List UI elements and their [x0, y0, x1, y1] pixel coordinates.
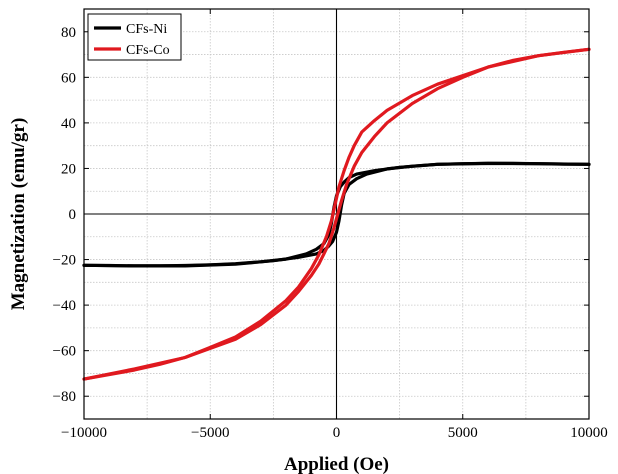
- x-tick-label: 5000: [448, 425, 478, 441]
- x-tick-label: −10000: [61, 425, 107, 441]
- x-tick-label: −5000: [191, 425, 229, 441]
- y-tick-label: −20: [53, 253, 76, 269]
- y-tick-label: −80: [53, 389, 76, 405]
- y-tick-label: 60: [61, 70, 76, 86]
- x-tick-label: 0: [333, 425, 341, 441]
- series-line-cfs-co-descending: [82, 47, 591, 381]
- y-tick-label: 20: [61, 161, 76, 177]
- ticks: −10000 −5000 0 5000 10000 −80 −60 −40 −20 0 20 40 60…: [53, 9, 608, 441]
- legend-box: [87, 13, 182, 61]
- x-tick-label: 10000: [570, 425, 608, 441]
- y-tick-label: −60: [53, 344, 76, 360]
- y-tick-label: −40: [53, 298, 76, 314]
- y-tick-label: 0: [69, 207, 77, 223]
- y-axis-title: Magnetization (emu/gr): [8, 118, 29, 311]
- y-tick-label: 40: [61, 116, 76, 132]
- legend-label-cfs-co: CFs-Co: [126, 43, 170, 58]
- y-tick-label: 80: [61, 25, 76, 41]
- x-axis-title: Applied (Oe): [284, 454, 389, 474]
- legend-label-cfs-ni: CFs-Ni: [126, 22, 167, 37]
- legend: CFs-Ni CFs-Co: [87, 13, 182, 61]
- series-layer: [82, 47, 591, 381]
